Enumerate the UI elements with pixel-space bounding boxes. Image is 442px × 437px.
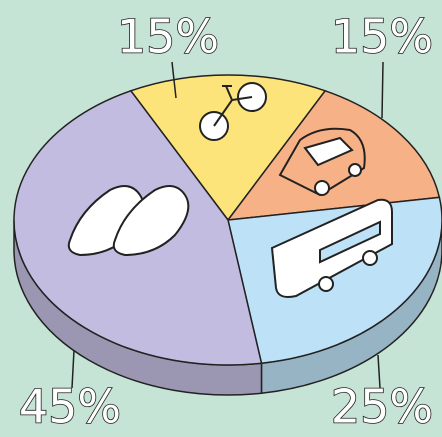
value-label: 15% bbox=[331, 10, 433, 64]
slice bbox=[129, 74, 327, 222]
value-label: 45% bbox=[19, 380, 121, 434]
bus-icon bbox=[270, 198, 393, 298]
value-label: 15% bbox=[117, 10, 219, 64]
bike-icon bbox=[199, 82, 267, 141]
leader-line bbox=[381, 61, 384, 119]
leader-line bbox=[377, 354, 381, 389]
leader-line bbox=[171, 61, 177, 99]
shoes-icon bbox=[67, 185, 190, 257]
icons bbox=[67, 82, 393, 298]
value-label: 25% bbox=[331, 380, 433, 434]
leader-line bbox=[71, 349, 75, 389]
car-icon bbox=[278, 127, 366, 197]
